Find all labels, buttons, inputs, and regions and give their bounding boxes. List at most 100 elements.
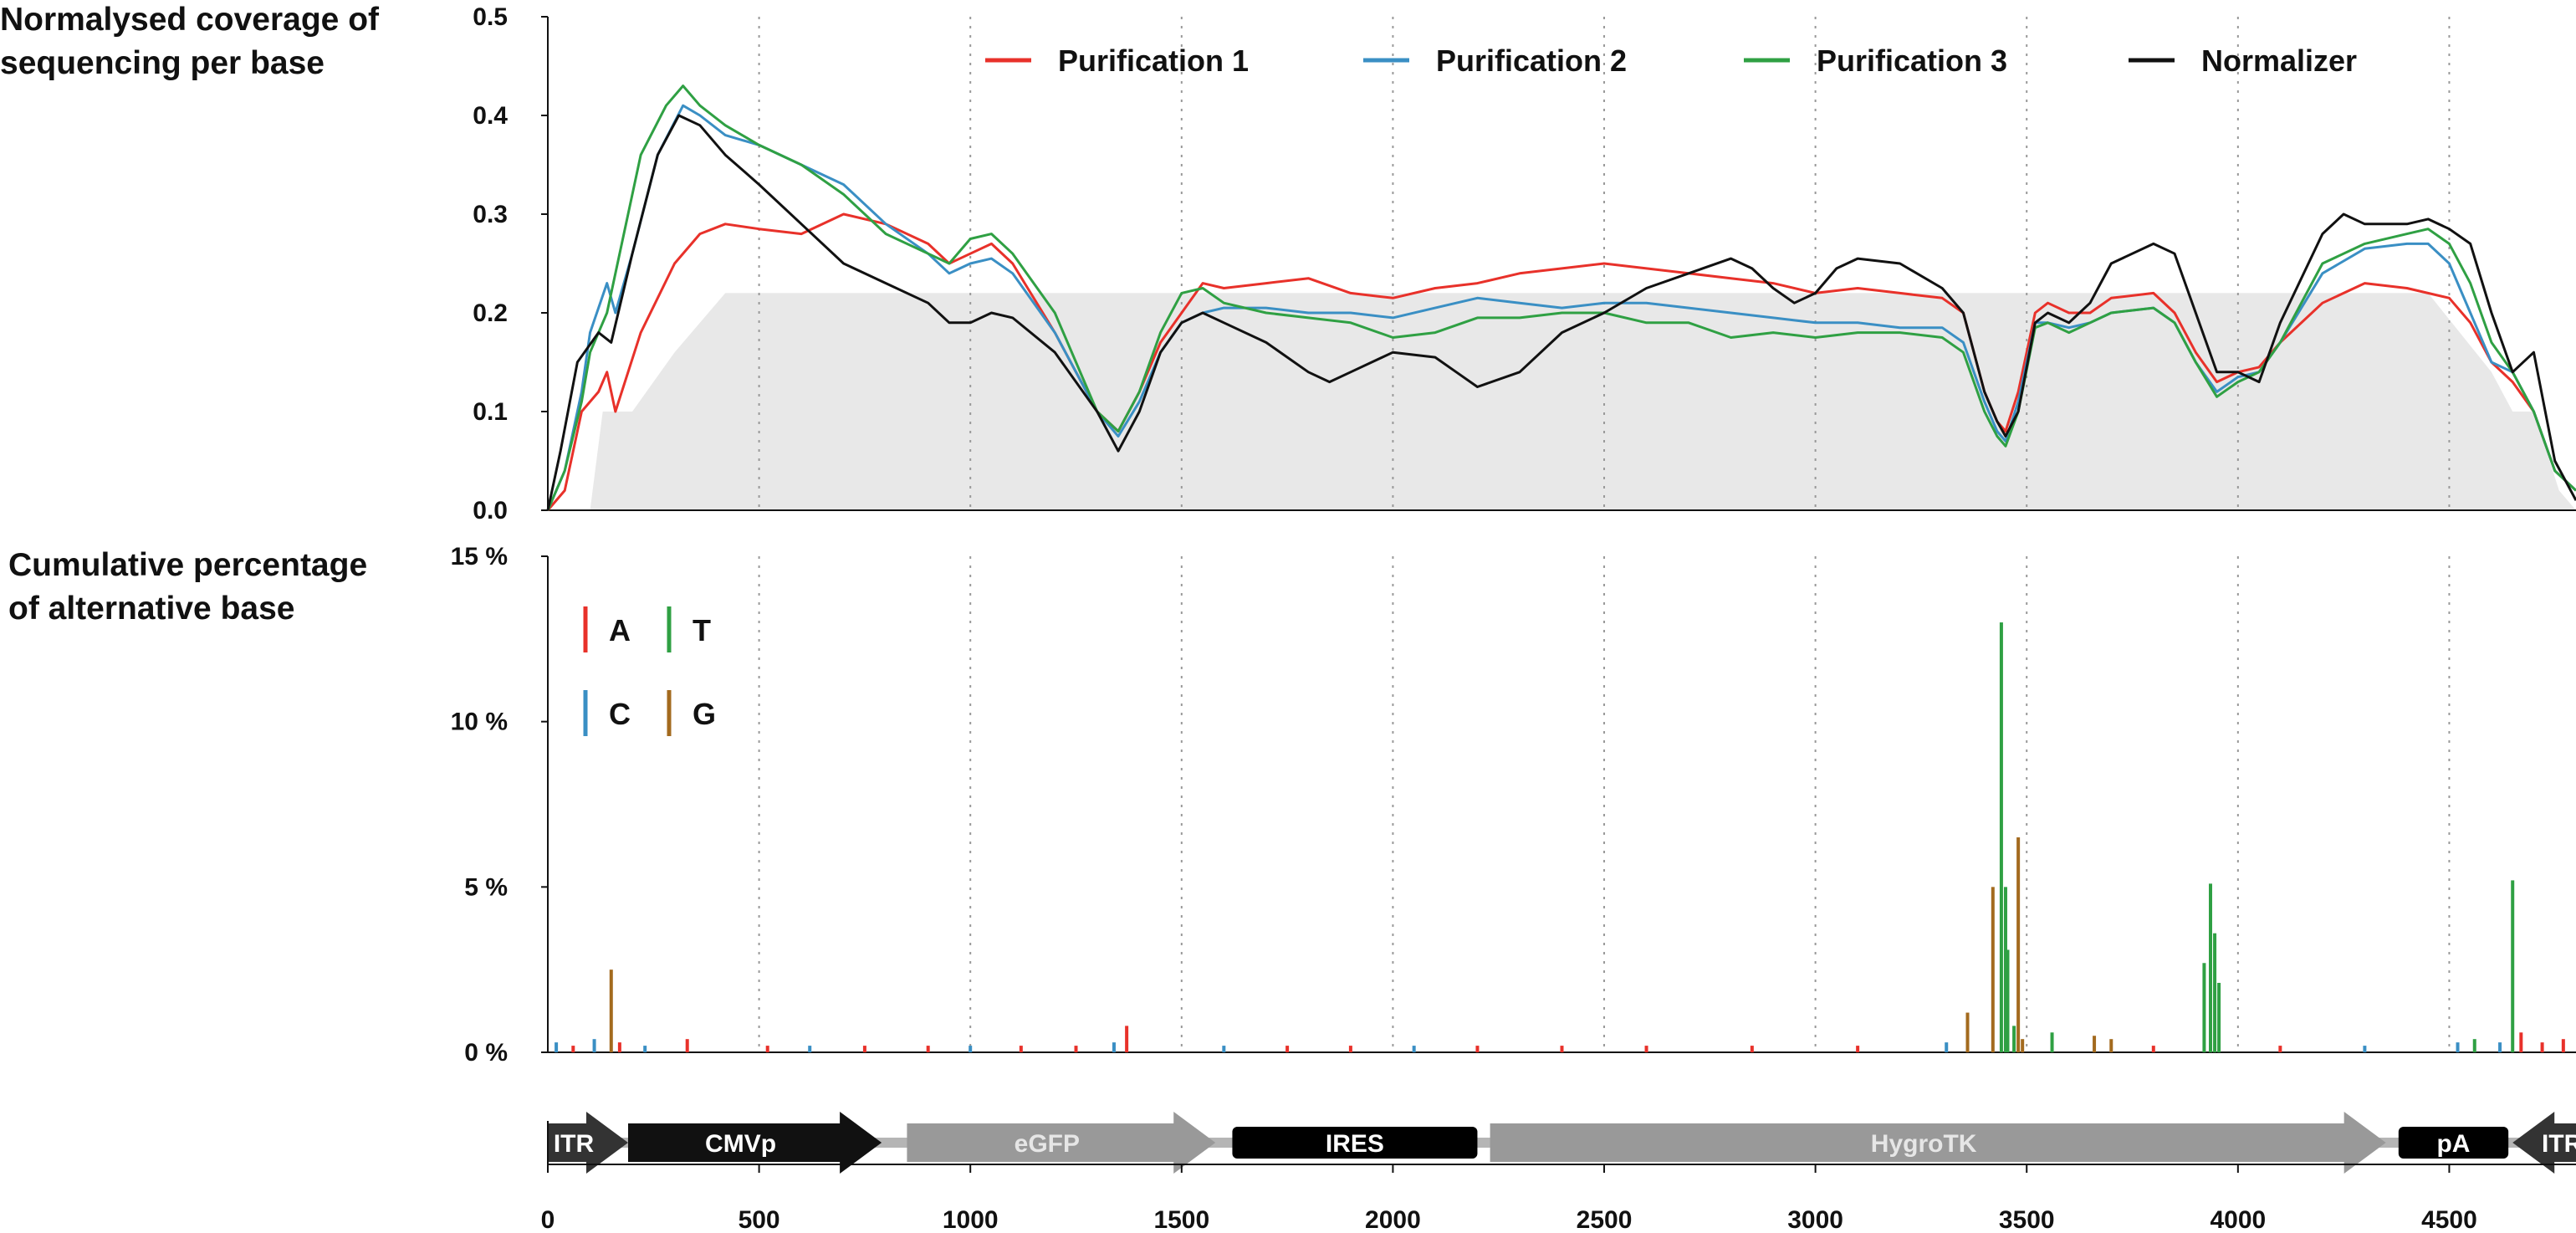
- feature-label-3: IRES: [1326, 1130, 1384, 1158]
- alt-bar-12: [1019, 1046, 1023, 1052]
- alt-bar-25: [1945, 1042, 1949, 1052]
- map-xtick-label: 4000: [2210, 1206, 2266, 1233]
- alt-bar-27: [1991, 887, 1995, 1052]
- alt-bar-45: [2472, 1039, 2476, 1052]
- alt-bar-46: [2498, 1042, 2502, 1052]
- alt-bar-48: [2519, 1032, 2523, 1052]
- alt-bar-35: [2093, 1036, 2097, 1052]
- alt-bar-17: [1285, 1046, 1290, 1052]
- alt-bar-21: [1560, 1046, 1564, 1052]
- coverage-ytick-label: 0.0: [473, 497, 508, 524]
- coverage-chart: 0.0 0.1 0.2 0.3 0.4 0.5 Purification 1 Purifica…: [473, 3, 2576, 524]
- legend-label-4: Normalizer: [2201, 43, 2357, 78]
- alt-bar-44: [2456, 1042, 2460, 1052]
- alt-bar-42: [2278, 1046, 2282, 1052]
- map-xtick-label: 1500: [1153, 1206, 1209, 1233]
- alt-ytick-label: 10 %: [451, 709, 508, 736]
- map-xtick-label: 4500: [2421, 1206, 2477, 1233]
- alt-bar-16: [1222, 1046, 1226, 1052]
- alt-bar-31: [2012, 1026, 2016, 1052]
- alt-bar-39: [2208, 883, 2212, 1052]
- feature-label-2: eGFP: [1015, 1130, 1080, 1158]
- expected-coverage-band: [548, 293, 2576, 510]
- alt-bar-19: [1412, 1046, 1416, 1052]
- base-legend-label-C: C: [609, 697, 631, 731]
- alt-bar-13: [1074, 1046, 1078, 1052]
- alt-bar-33: [2021, 1039, 2025, 1052]
- map-xtick-label: 3500: [1999, 1206, 2055, 1233]
- alt-bar-36: [2109, 1039, 2113, 1052]
- base-legend-label-T: T: [693, 613, 711, 647]
- feature-shape-2: [907, 1112, 1216, 1174]
- alt-bar-24: [1856, 1046, 1860, 1052]
- coverage-ytick-label: 0.4: [473, 102, 508, 130]
- alt-bar-50: [2561, 1039, 2565, 1052]
- legend-label-1: Purification 1: [1058, 43, 1249, 78]
- alt-bar-15: [1125, 1026, 1129, 1052]
- alt-bar-37: [2151, 1046, 2155, 1052]
- feature-shape-1: [627, 1112, 882, 1174]
- coverage-ytick-label: 0.3: [473, 201, 508, 228]
- alt-bar-0: [555, 1042, 559, 1052]
- map-xtick-label: 3000: [1787, 1206, 1843, 1233]
- alt-bar-8: [808, 1046, 812, 1052]
- map-xtick-label: 2000: [1365, 1206, 1421, 1233]
- alt-bar-49: [2540, 1042, 2544, 1052]
- alt-bar-40: [2213, 933, 2217, 1052]
- alt-bar-7: [765, 1046, 769, 1052]
- alt-ytick-label: 0 %: [464, 1039, 508, 1067]
- alt-bar-14: [1112, 1042, 1116, 1052]
- map-xtick-label: 0: [541, 1206, 555, 1233]
- series-line-1: [546, 212, 2576, 511]
- alt-bar-23: [1750, 1046, 1754, 1052]
- alt-bar-9: [862, 1046, 866, 1052]
- map-xtick-label: 1000: [943, 1206, 999, 1233]
- alt-bar-6: [685, 1039, 689, 1052]
- coverage-ytick-label: 0.2: [473, 299, 508, 327]
- alt-bar-34: [2050, 1032, 2054, 1052]
- alt-ytick-label: 15 %: [451, 543, 508, 570]
- alt-bar-20: [1475, 1046, 1480, 1052]
- alt-bar-5: [643, 1046, 647, 1052]
- base-legend-label-G: G: [693, 697, 716, 731]
- alt-bar-1: [571, 1046, 575, 1052]
- alt-bar-29: [2003, 887, 2007, 1052]
- feature-shape-4: [1490, 1112, 2386, 1174]
- feature-label-1: CMVp: [705, 1130, 776, 1158]
- coverage-ytick-label: 0.5: [473, 3, 508, 31]
- alt-bar-30: [2006, 949, 2010, 1052]
- legend-label-3: Purification 3: [1817, 43, 2007, 78]
- alt-bar-4: [617, 1042, 621, 1052]
- feature-shape-3: [1232, 1127, 1478, 1159]
- feature-label-5: pA: [2436, 1130, 2470, 1158]
- alt-bar-32: [2016, 837, 2021, 1052]
- alt-base-chart: 0 % 5 % 10 % 15 % A T C G: [451, 543, 2576, 1067]
- alt-bar-28: [1999, 622, 2003, 1052]
- base-legend-label-A: A: [609, 613, 631, 647]
- alt-bar-2: [592, 1039, 596, 1052]
- alt-base-panel-title: Cumulative percentage of alternative bas…: [8, 547, 368, 627]
- alt-bar-43: [2363, 1046, 2367, 1052]
- alt-bar-41: [2217, 982, 2221, 1052]
- alt-ytick-label: 5 %: [464, 873, 508, 901]
- map-xtick-label: 500: [739, 1206, 780, 1233]
- feature-shape-6: [2512, 1112, 2576, 1174]
- feature-label-6: ITR: [2542, 1130, 2576, 1158]
- feature-label-4: HygroTK: [1871, 1130, 1977, 1158]
- feature-shape-0: [548, 1112, 628, 1174]
- coverage-panel-title: Normalysed coverage of sequencing per ba…: [0, 2, 380, 81]
- alt-bar-10: [926, 1046, 930, 1052]
- alt-bar-47: [2511, 880, 2515, 1052]
- feature-label-0: ITR: [554, 1130, 595, 1158]
- alt-bar-26: [1965, 1012, 1970, 1052]
- alt-bar-3: [609, 970, 613, 1052]
- coverage-ytick-label: 0.1: [473, 398, 508, 426]
- alt-bar-22: [1644, 1046, 1648, 1052]
- alt-bar-18: [1348, 1046, 1352, 1052]
- alt-bar-11: [969, 1046, 973, 1052]
- map-xtick-label: 2500: [1577, 1206, 1633, 1233]
- alt-bar-38: [2202, 963, 2206, 1052]
- series-line-4: [546, 114, 2576, 511]
- feature-map: ITR CMVp eGFP IRES HygroTK pA ITR 0 500 1000 1500 2…: [541, 1112, 2576, 1233]
